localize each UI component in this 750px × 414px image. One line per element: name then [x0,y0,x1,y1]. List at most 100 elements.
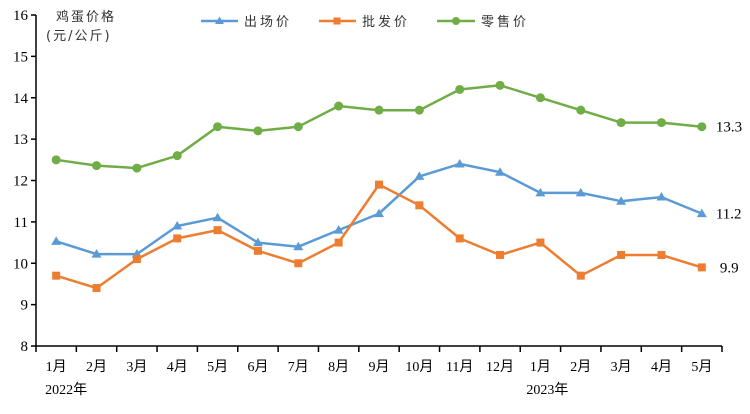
triangle-marker-icon [51,236,62,245]
y-axis-title: 鸡蛋价格 (元/公斤) [46,9,116,44]
y-tick-label: 14 [13,91,29,107]
series-end-value-label: 13.3 [716,120,742,136]
x-category-label: 1月 [530,359,551,375]
x-category-label: 8月 [328,359,349,375]
y-tick-label: 8 [21,339,29,355]
x-year-label: 2022年 [45,382,87,398]
circle-marker-icon [616,118,626,128]
square-marker-icon [536,238,545,247]
circle-marker-icon [132,163,142,173]
y-axis-title-line1: 鸡蛋价格 [56,9,116,25]
series-批发价: 9.9 [52,180,739,293]
square-marker-icon [333,17,341,25]
square-marker-icon [697,263,706,272]
triangle-marker-icon [172,221,183,230]
square-marker-icon [52,271,61,280]
y-tick-label: 12 [13,174,28,190]
square-marker-icon [253,246,262,255]
circle-marker-icon [452,17,460,25]
triangle-marker-icon [333,225,344,234]
triangle-marker-icon [215,16,224,24]
x-category-label: 5月 [691,359,712,375]
x-category-label: 10月 [405,359,433,375]
circle-marker-icon [656,118,666,128]
series-line [56,84,702,170]
x-category-label: 11月 [446,359,473,375]
legend-item-零售价: 零售价 [437,14,529,30]
triangle-marker-icon [575,187,586,197]
square-marker-icon [576,271,585,280]
circle-marker-icon [92,161,102,171]
x-category-label: 4月 [651,359,672,375]
x-category-label: 7月 [288,359,309,375]
legend: 出场价 批发价 零售价 [201,14,529,30]
circle-marker-icon [293,122,303,132]
square-marker-icon [496,250,505,259]
x-axis: 1月 2月 3月 4月 5月 6月 7月 8月 9月 10月 11月 12月 1月 2月 3月 4月 5月 202… [35,345,723,398]
triangle-marker-icon [212,212,223,222]
x-year-label: 2023年 [526,382,568,398]
y-axis-title-line2: (元/公斤) [46,29,112,44]
triangle-marker-icon [495,167,506,176]
triangle-marker-icon [252,237,263,247]
circle-marker-icon [51,155,61,165]
triangle-marker-icon [535,187,546,197]
series-end-value-label: 11.2 [716,207,742,223]
circle-marker-icon [535,93,545,103]
plot-area: 11.2 9.9 13.3 [51,80,742,293]
x-category-label: 9月 [369,359,390,375]
series-零售价: 13.3 [51,80,742,173]
legend-label: 零售价 [481,14,529,30]
legend-label: 批发价 [362,14,410,30]
square-marker-icon [334,238,343,247]
triangle-marker-icon [696,208,707,218]
x-category-label: 4月 [167,359,188,375]
x-category-label: 6月 [247,359,268,375]
square-marker-icon [455,234,464,243]
circle-marker-icon [213,122,223,132]
series-出场价: 11.2 [51,158,742,258]
legend-label: 出场价 [244,15,292,30]
circle-marker-icon [253,126,263,136]
square-marker-icon [213,226,222,235]
circle-marker-icon [697,122,707,132]
square-marker-icon [617,250,626,259]
series-end-value-label: 9.9 [720,260,739,276]
triangle-marker-icon [414,171,425,180]
circle-marker-icon [495,80,505,90]
triangle-marker-icon [616,196,627,205]
triangle-marker-icon [293,241,304,251]
circle-marker-icon [334,101,344,111]
triangle-marker-icon [454,158,465,168]
x-category-label: 12月 [486,359,514,375]
circle-marker-icon [172,151,182,161]
x-category-label: 2月 [570,359,591,375]
square-marker-icon [657,250,666,259]
circle-marker-icon [374,105,384,115]
y-axis: 8 9 10 11 12 13 14 15 16 [13,8,37,355]
square-marker-icon [375,180,383,189]
square-marker-icon [132,255,141,264]
legend-item-批发价: 批发价 [319,14,410,30]
x-category-label: 1月 [46,359,67,375]
square-marker-icon [294,259,303,268]
legend-item-出场价: 出场价 [201,15,292,30]
circle-marker-icon [576,105,586,115]
series-line [55,183,703,290]
y-tick-label: 11 [14,215,28,231]
x-category-label: 2月 [86,359,107,375]
x-category-label: 3月 [611,359,632,375]
triangle-marker-icon [91,249,102,258]
circle-marker-icon [455,84,465,94]
y-tick-label: 16 [13,8,29,24]
x-category-label: 3月 [126,359,147,375]
x-category-label: 5月 [207,359,228,375]
circle-marker-icon [414,105,424,115]
y-tick-label: 15 [13,49,28,65]
triangle-marker-icon [374,208,384,218]
y-tick-label: 9 [21,298,29,314]
y-tick-label: 10 [13,256,28,272]
square-marker-icon [415,201,424,210]
triangle-marker-icon [656,192,667,201]
